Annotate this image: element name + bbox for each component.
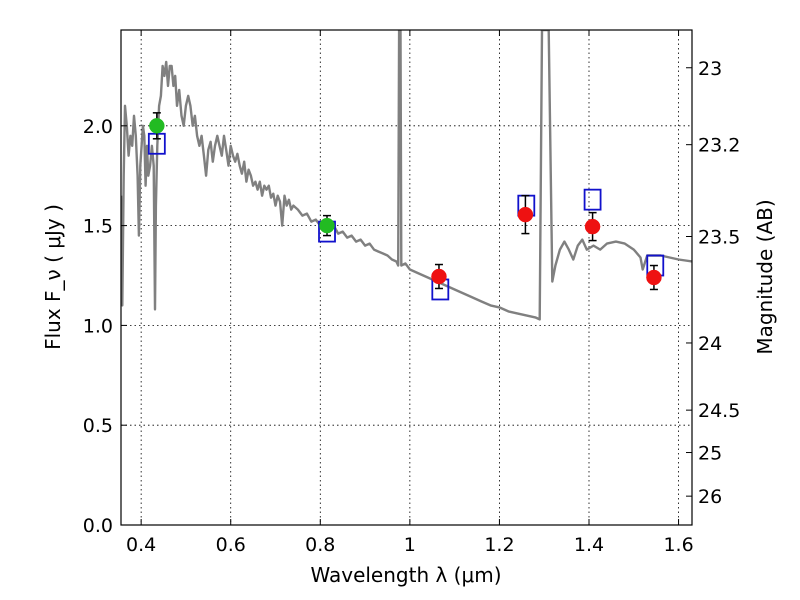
x-tick-label: 1.6: [663, 534, 693, 556]
y-tick-label: 1.0: [83, 315, 113, 337]
y-axis-title-right: Magnitude (AB): [753, 199, 777, 354]
right-tick-label: 23.2: [698, 135, 740, 157]
right-tick-label: 24: [698, 333, 722, 355]
observed-point: [517, 206, 534, 223]
observed-point: [584, 218, 601, 235]
right-tick-label: 26: [698, 486, 722, 508]
right-tick-label: 23: [698, 58, 722, 80]
observed-point: [149, 118, 165, 134]
y-tick-label: 0.0: [83, 515, 113, 537]
x-tick-label: 0.6: [216, 534, 246, 556]
observed-point: [646, 269, 662, 286]
x-tick-label: 1.4: [574, 534, 604, 556]
grid-lines: [121, 30, 692, 526]
y-tick-label: 1.5: [83, 216, 113, 238]
y-tick-label: 2.0: [83, 116, 113, 138]
x-tick-label: 0.4: [126, 534, 156, 556]
x-axis-title: Wavelength λ (μm): [310, 563, 501, 587]
axis-ticks: 0.4 0.6 0.8 1 1.2 1.4 1.6 0.0 0.5 1.0 1.5 2.0 23 23.2…: [83, 30, 740, 556]
x-tick-label: 0.8: [305, 534, 335, 556]
right-tick-label: 24.5: [698, 400, 740, 422]
y-axis-title-left: Flux F_ν ( μJy ): [41, 204, 65, 350]
plot-frame: [120, 29, 693, 526]
observed-point: [319, 217, 335, 234]
series-layer: [121, 30, 692, 321]
x-tick-label: 1: [404, 534, 416, 556]
model-photometry-square: [583, 188, 602, 211]
x-tick-label: 1.2: [484, 534, 514, 556]
right-tick-label: 25: [698, 443, 722, 465]
observed-point: [431, 268, 447, 285]
y-tick-label: 0.5: [83, 415, 113, 437]
right-tick-label: 23.5: [698, 226, 740, 248]
spectrum-line: [121, 30, 692, 321]
